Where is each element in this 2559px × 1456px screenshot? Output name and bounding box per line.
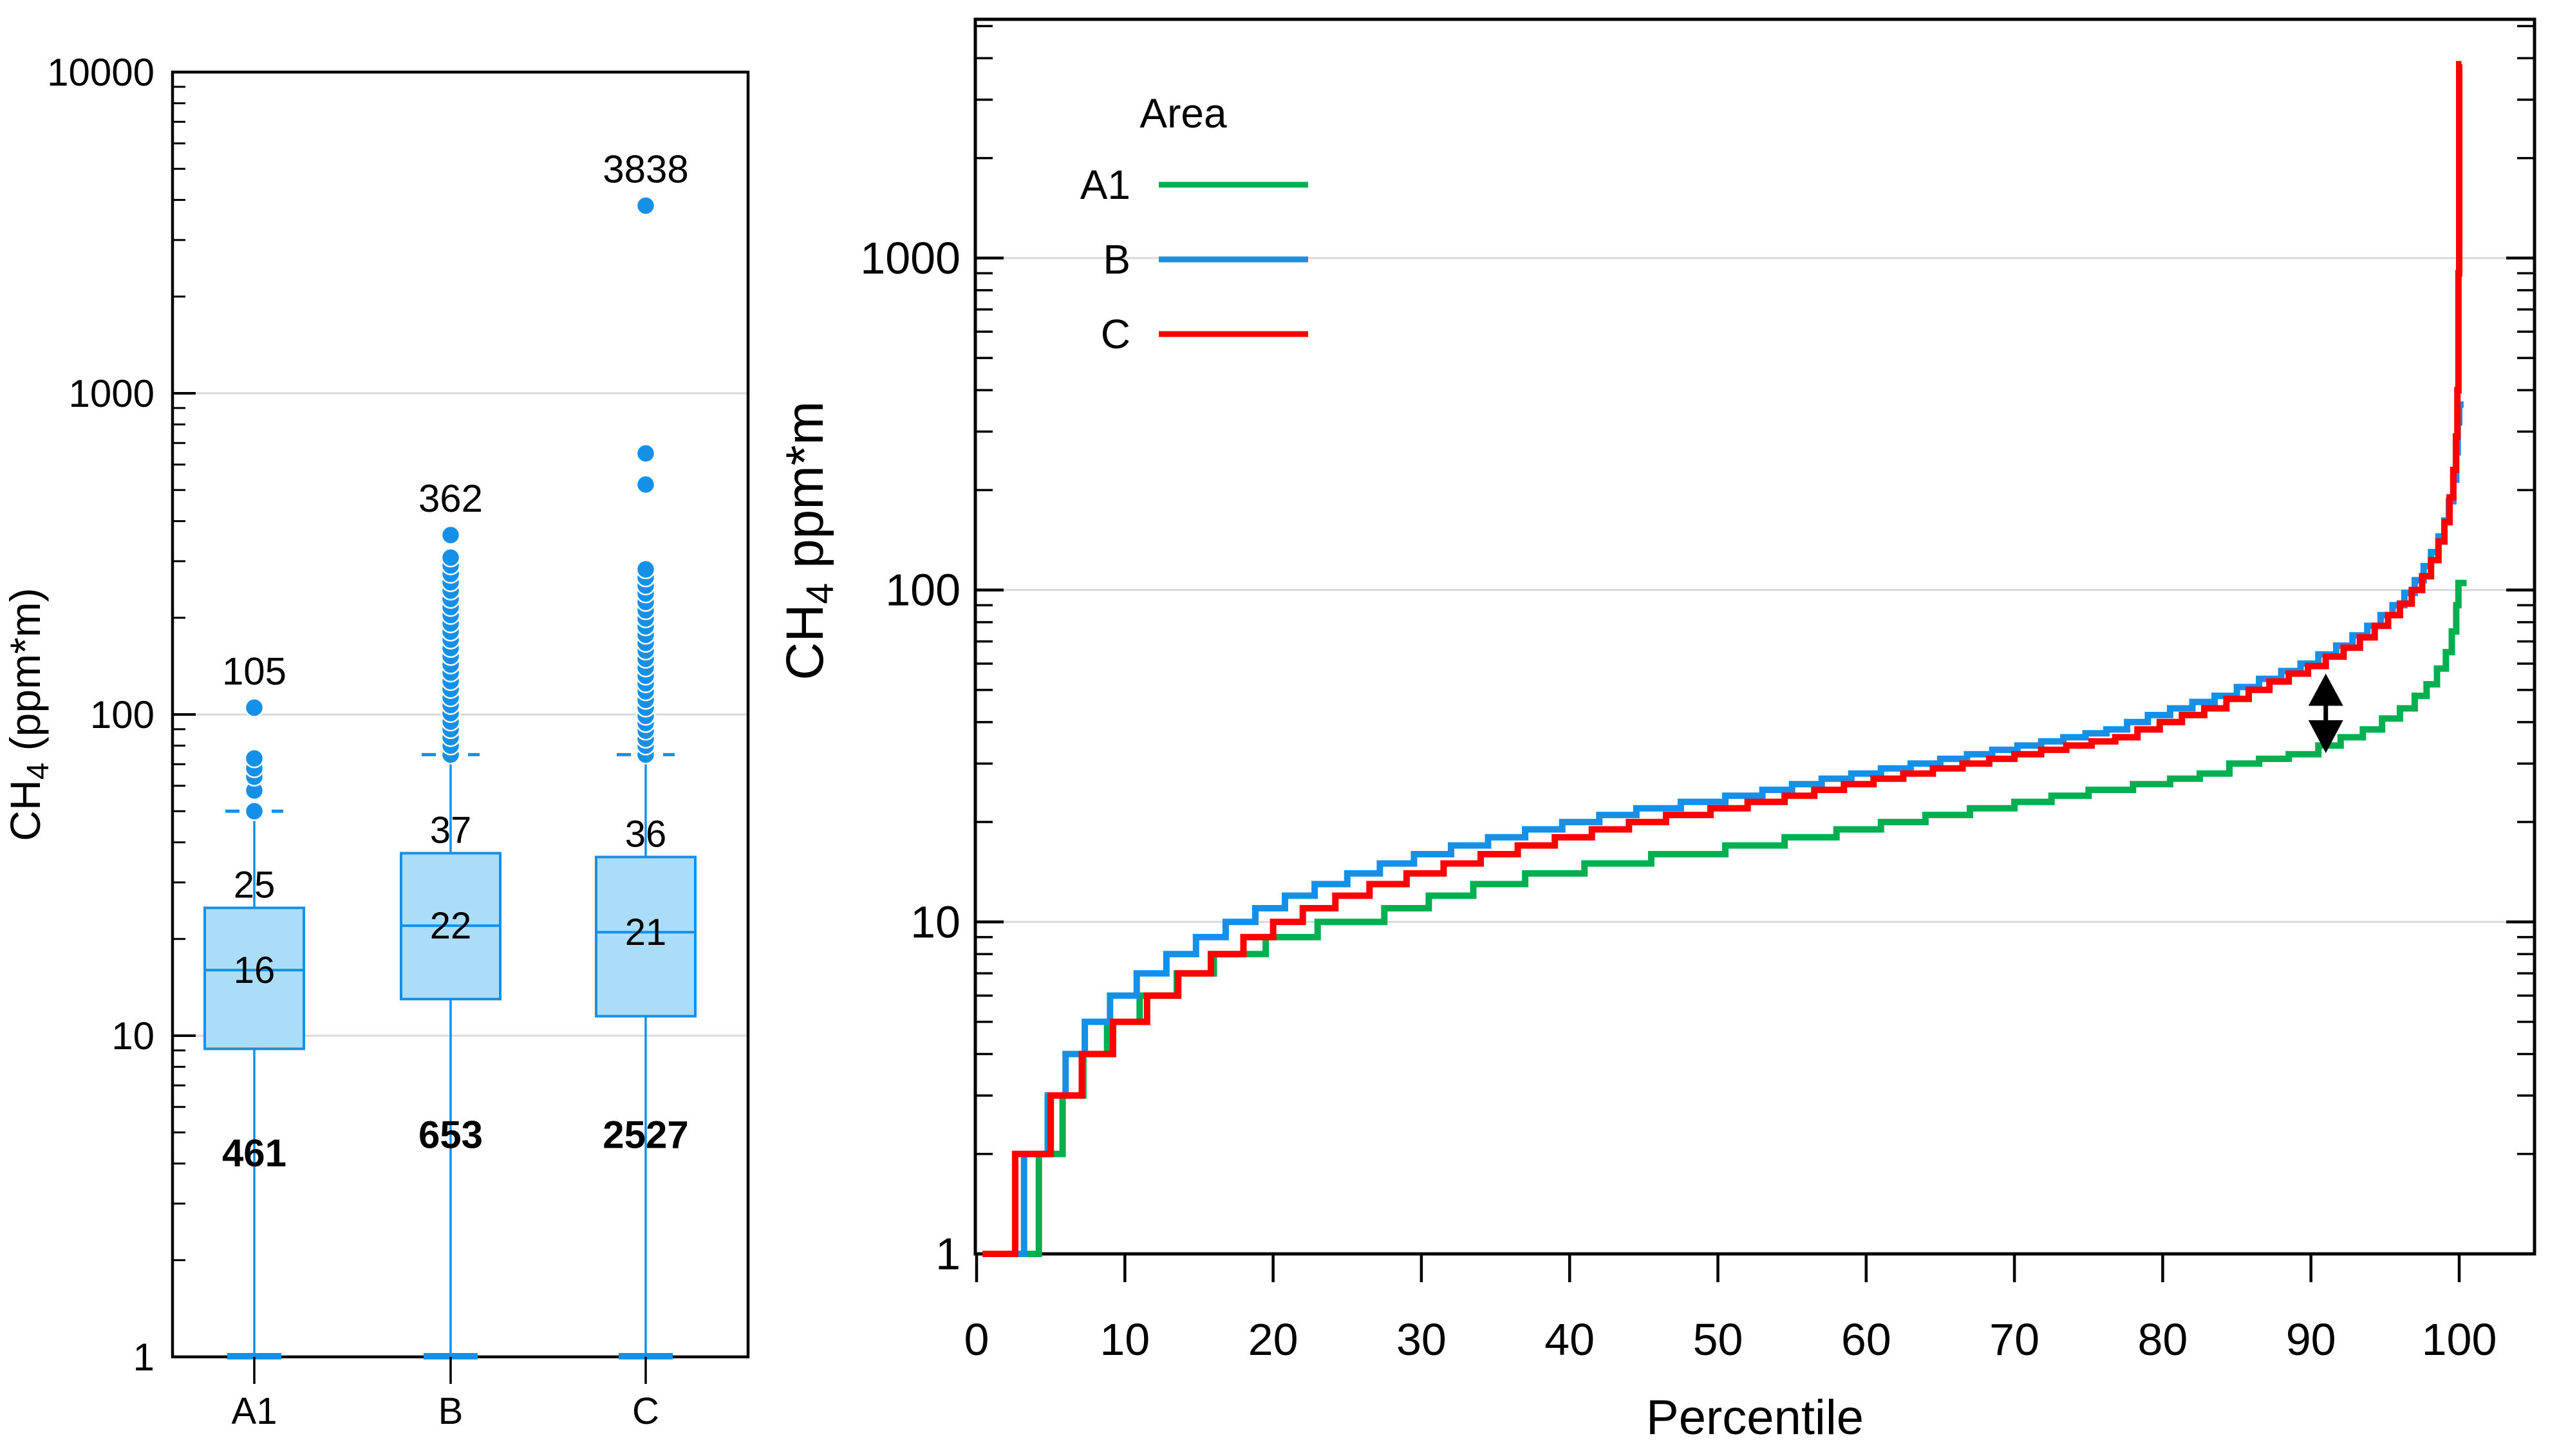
legend-title: Area [1139, 90, 1227, 136]
category-label: B [438, 1390, 464, 1432]
max-value-label: 105 [222, 649, 286, 693]
category-label: A1 [232, 1390, 277, 1432]
x-tick-label: 100 [2422, 1314, 2497, 1365]
x-tick-label: 20 [1248, 1314, 1298, 1365]
x-tick-label: 40 [1544, 1314, 1595, 1365]
legend-item-label: C [1101, 311, 1130, 357]
left-ytick-label: 10000 [47, 51, 155, 94]
q3-value-label: 25 [234, 864, 276, 906]
left-ytick-label: 10 [111, 1014, 155, 1058]
right-percentile-panel: 1000 100 10 10 10 20 30 40 50 60 70 80 90 100 Percenti… [776, 17, 2536, 1445]
box-group-A1: 25 16 105 461 A1 [203, 649, 305, 1432]
left-ytick-label: 100 [90, 693, 155, 736]
right-y-axis-title: CH4 ppm*m [776, 401, 841, 680]
legend-item-C: C [1101, 311, 1308, 357]
median-value-label: 16 [234, 949, 276, 991]
right-ytick-label: 1 [935, 1229, 961, 1279]
outlier-dot [635, 196, 656, 216]
x-axis-title: Percentile [1646, 1390, 1864, 1445]
outlier-dot [440, 525, 461, 545]
q3-value-label: 36 [625, 813, 667, 855]
right-y-axis-ticks [975, 24, 2535, 1155]
x-tick-label: 60 [1841, 1314, 1891, 1365]
arrow-head-down [2308, 720, 2343, 753]
arrow-head-up [2308, 673, 2343, 706]
left-boxplot-panel: 10000 1000 100 10 1 CH4 (ppm*m) 25 16 105 461 A1 37… [1, 51, 750, 1432]
outlier-dot [635, 443, 656, 463]
outlier-dot [635, 474, 656, 494]
right-ytick-label: 100 [885, 565, 961, 615]
legend-item-A1: A1 [1080, 162, 1308, 208]
series-line-C [982, 61, 2462, 1257]
q3-value-label: 37 [430, 809, 472, 851]
count-label: 653 [418, 1114, 483, 1157]
outlier-dot [244, 748, 265, 769]
x-tick-label: 70 [1989, 1314, 2039, 1365]
outlier-dot [440, 547, 461, 568]
x-tick-label: 50 [1693, 1314, 1743, 1365]
count-label: 461 [222, 1132, 286, 1175]
iqr-box [203, 906, 305, 1050]
left-ytick-label: 1 [133, 1336, 155, 1379]
left-y-axis-ticks [173, 71, 196, 1358]
left-y-axis-title: CH4 (ppm*m) [1, 588, 55, 841]
outlier-dot [635, 559, 656, 579]
x-tick-label: 90 [2286, 1314, 2336, 1365]
category-label: C [632, 1390, 659, 1432]
iqr-box [595, 855, 697, 1018]
box-group-C: 36 21 3838 2527 C [595, 148, 697, 1432]
right-ytick-label: 10 [910, 897, 961, 947]
box-group-B: 37 22 362 653 B [400, 477, 501, 1432]
right-plot-frame [973, 17, 2536, 1256]
max-value-label: 3838 [603, 148, 688, 191]
series-line-A1 [988, 579, 2467, 1257]
legend-item-label: A1 [1080, 162, 1130, 208]
gap-arrow-annotation [2308, 673, 2343, 753]
count-label: 2527 [603, 1114, 688, 1157]
x-tick-label: 80 [2137, 1314, 2188, 1365]
x-tick-label: 30 [1396, 1314, 1447, 1365]
x-tick-label: 0 [964, 1314, 989, 1365]
outlier-dot [244, 801, 265, 821]
legend-item-label: B [1103, 236, 1130, 283]
outlier-dots-B [440, 525, 461, 765]
right-ytick-label: 1000 [860, 233, 961, 283]
median-value-label: 22 [430, 905, 472, 947]
outlier-dot [244, 698, 265, 718]
median-value-label: 21 [625, 911, 667, 953]
series-line-B [984, 401, 2464, 1257]
outlier-dots-A1 [244, 698, 265, 821]
x-tick-label: 10 [1100, 1314, 1150, 1365]
max-value-label: 362 [418, 477, 483, 520]
legend-item-B: B [1103, 236, 1308, 283]
left-ytick-label: 1000 [69, 372, 155, 415]
outlier-dots-C [635, 196, 656, 765]
